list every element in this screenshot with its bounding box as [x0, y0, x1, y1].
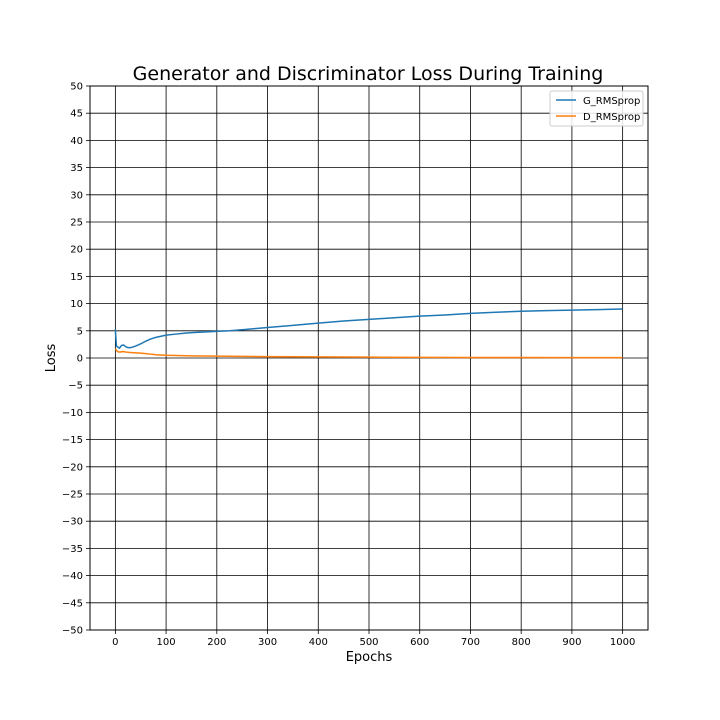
y-tick-label: 40	[70, 136, 83, 147]
x-tick-label: 600	[410, 637, 429, 648]
y-tick-label: −45	[62, 598, 83, 609]
x-tick-label: 300	[258, 637, 277, 648]
legend-label-g-rmsprop: G_RMSprop	[583, 96, 640, 107]
y-tick-label: −25	[62, 490, 83, 501]
y-tick-label: 30	[70, 190, 83, 201]
x-tick-label: 800	[512, 637, 531, 648]
x-tick-label: 0	[112, 637, 118, 648]
y-tick-label: −15	[62, 435, 83, 446]
y-tick-label: 20	[70, 245, 83, 256]
y-tick-label: 0	[77, 354, 83, 365]
y-tick-label: 45	[70, 109, 83, 120]
y-ticks: −50−45−40−35−30−25−20−15−10−505101520253…	[62, 82, 90, 637]
y-tick-label: 5	[77, 326, 83, 337]
y-tick-label: −10	[62, 408, 83, 419]
y-tick-label: −20	[62, 462, 83, 473]
x-ticks: 0 100 200 300 400 500 600 700 800 900 1000	[112, 630, 635, 648]
y-tick-label: 15	[70, 272, 83, 283]
y-tick-label: 10	[70, 299, 83, 310]
y-tick-label: −50	[62, 626, 83, 637]
y-tick-label: −40	[62, 571, 83, 582]
legend-label-d-rmsprop: D_RMSprop	[583, 112, 640, 123]
chart-title: Generator and Discriminator Loss During …	[133, 63, 604, 85]
legend: G_RMSprop D_RMSprop	[549, 90, 644, 127]
series-lines	[114, 308, 623, 359]
x-tick-label: 900	[562, 637, 581, 648]
y-tick-label: −5	[68, 381, 83, 392]
x-tick-label: 200	[207, 637, 226, 648]
series-line-g-rmsprop	[114, 308, 623, 349]
y-tick-label: 35	[70, 163, 83, 174]
y-tick-label: 25	[70, 218, 83, 229]
series-line-d-rmsprop	[114, 348, 623, 359]
x-tick-label: 400	[309, 637, 328, 648]
x-tick-label: 1000	[610, 637, 635, 648]
x-tick-label: 500	[359, 637, 378, 648]
x-axis-title: Epochs	[346, 650, 393, 665]
y-tick-label: −35	[62, 544, 83, 555]
x-tick-label: 700	[461, 637, 480, 648]
x-tick-label: 100	[157, 637, 176, 648]
y-tick-label: 50	[70, 82, 83, 93]
y-axis-title: Loss	[44, 344, 59, 373]
y-tick-label: −30	[62, 517, 83, 528]
